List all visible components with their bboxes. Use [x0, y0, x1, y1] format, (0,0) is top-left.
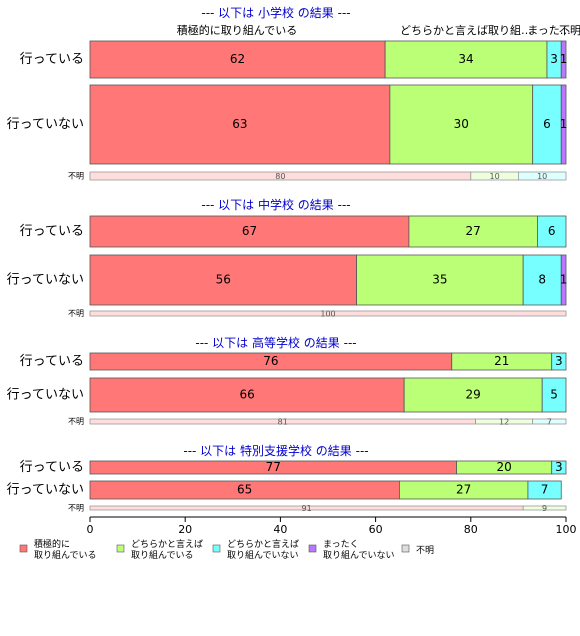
- segment-value-label: 6: [543, 117, 551, 131]
- bar-segment: [89, 84, 391, 165]
- bar-segment: [522, 254, 562, 306]
- legend-swatch: [401, 544, 410, 553]
- x-axis-tick-label: 0: [87, 523, 94, 536]
- segment-value-label: 62: [230, 52, 245, 66]
- legend-swatch: [19, 544, 28, 553]
- bar-row-label: 行っている: [20, 52, 84, 67]
- segment-value-label: 29: [466, 388, 481, 402]
- section-title: --- 以下は 小学校 の結果 ---: [201, 5, 350, 20]
- legend-swatch: [212, 544, 221, 553]
- segment-value-label: 21: [494, 354, 509, 368]
- bar-row-label: 行っていない: [7, 483, 84, 498]
- segment-value-label: 34: [458, 52, 473, 66]
- segment-value-label: 91: [301, 504, 311, 513]
- bar-segment: [522, 505, 567, 511]
- segment-value-label: 35: [432, 273, 447, 287]
- legend-swatch: [308, 544, 317, 553]
- bar-row-label: 行っている: [20, 224, 84, 239]
- x-axis-tick-label: 60: [369, 523, 383, 536]
- segment-value-label: 80: [275, 172, 285, 181]
- top-category-label: 積極的に取り組んでいる: [177, 23, 297, 37]
- segment-value-label: 76: [263, 354, 278, 368]
- bar-row-label: 行っていない: [7, 273, 84, 288]
- bar-row-label: 行っていない: [7, 388, 84, 403]
- segment-value-label: 65: [237, 483, 252, 497]
- bar-segment: [403, 377, 543, 413]
- bar-segment: [532, 418, 567, 425]
- segment-value-label: 20: [496, 460, 511, 474]
- bar-row-label: 不明: [68, 172, 84, 181]
- segment-value-label: 1: [560, 52, 568, 66]
- segment-value-label: 63: [232, 117, 247, 131]
- x-axis-tick-label: 100: [556, 523, 577, 536]
- bar-segment: [527, 480, 562, 500]
- segment-value-label: 7: [541, 483, 549, 497]
- bar-segment: [537, 215, 567, 248]
- bar-segment: [560, 254, 567, 306]
- section-title: --- 以下は 中学校 の結果 ---: [201, 197, 350, 212]
- bar-segment: [560, 84, 567, 165]
- bar-segment: [541, 377, 567, 413]
- bar-segment: [560, 40, 567, 79]
- bar-row-label: 不明: [68, 309, 84, 318]
- legend-swatch: [116, 544, 125, 553]
- bar-segment: [518, 171, 567, 181]
- bar-segment: [89, 310, 567, 317]
- segment-value-label: 6: [548, 224, 556, 238]
- segment-value-label: 66: [239, 388, 254, 402]
- bar-segment: [551, 460, 567, 475]
- segment-value-label: 3: [555, 460, 563, 474]
- segment-value-label: 10: [490, 172, 500, 181]
- top-category-label: 不明: [559, 24, 580, 37]
- bar-row-label: 行っている: [20, 460, 84, 475]
- segment-value-label: 10: [537, 172, 547, 181]
- segment-value-label: 3: [555, 354, 563, 368]
- bar-row-label: 行っている: [20, 354, 84, 369]
- segment-value-label: 1: [560, 273, 568, 287]
- bar-row-label: 行っていない: [7, 117, 84, 132]
- segment-value-label: 8: [538, 273, 546, 287]
- bar-row-label: 不明: [68, 504, 84, 513]
- legend-label: どちらかと言えば取り組んでいる: [131, 538, 203, 561]
- section-title: --- 以下は 特別支援学校 の結果 ---: [183, 443, 368, 458]
- segment-value-label: 30: [454, 117, 469, 131]
- top-category-label: どちらかと言えば取り組…: [400, 24, 532, 37]
- bar-row-label: 不明: [68, 417, 84, 426]
- bar-segment: [356, 254, 524, 306]
- segment-value-label: 56: [216, 273, 231, 287]
- segment-value-label: 100: [320, 310, 335, 319]
- bar-segment: [408, 215, 538, 248]
- x-axis-tick-label: 40: [273, 523, 287, 536]
- segment-value-label: 9: [542, 504, 547, 513]
- segment-value-label: 77: [266, 460, 281, 474]
- bar-segment: [532, 84, 562, 165]
- bar-segment: [89, 377, 405, 413]
- legend-label: 積極的に取り組んでいる: [34, 538, 97, 561]
- x-axis-tick-label: 20: [178, 523, 192, 536]
- legend-label: まったく取り組んでいない: [323, 539, 395, 561]
- section-title: --- 以下は 高等学校 の結果 ---: [195, 335, 356, 350]
- legend-label: 不明: [416, 545, 434, 556]
- x-axis-tick-label: 80: [464, 523, 478, 536]
- segment-value-label: 7: [547, 418, 552, 427]
- legend-label: どちらかと言えば取り組んでいない: [227, 538, 299, 561]
- bar-segment: [384, 40, 548, 79]
- segment-value-label: 12: [499, 418, 509, 427]
- segment-value-label: 5: [550, 388, 558, 402]
- segment-value-label: 27: [466, 224, 481, 238]
- segment-value-label: 1: [560, 117, 568, 131]
- segment-value-label: 67: [242, 224, 257, 238]
- segment-value-label: 81: [278, 418, 288, 427]
- bar-segment: [89, 254, 357, 306]
- segment-value-label: 27: [456, 483, 471, 497]
- bar-segment: [551, 352, 567, 371]
- bar-segment: [89, 215, 410, 248]
- top-category-label: まった…: [527, 24, 571, 37]
- segment-value-label: 3: [550, 52, 558, 66]
